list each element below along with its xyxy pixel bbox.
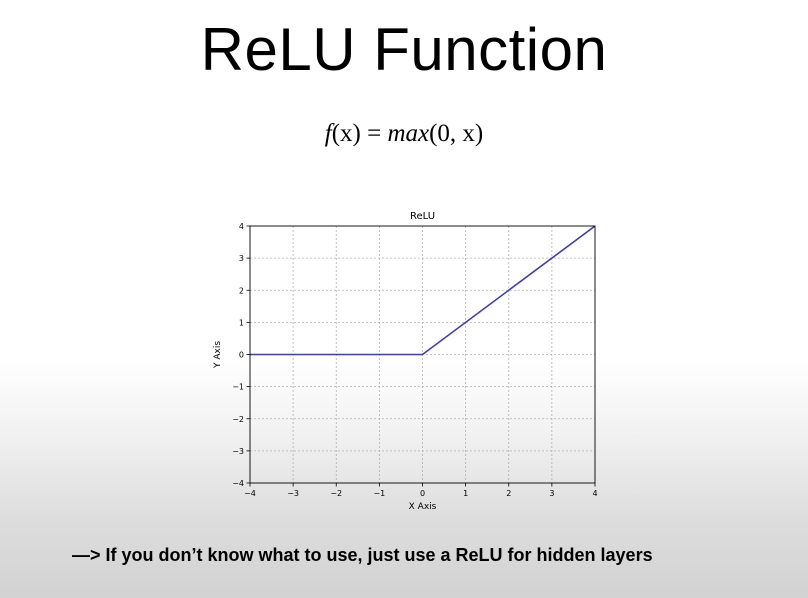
x-tick-label: −3 — [287, 489, 299, 498]
formula-function-name: f — [324, 120, 332, 147]
relu-chart: −4 −3 −2 −1 0 1 2 3 4 −4 −3 −2 −1 0 1 2 3 4 ReLU X Axis Y Ax… — [213, 211, 598, 512]
y-tick-label: −3 — [232, 447, 244, 456]
slide-title: ReLU Function — [200, 16, 608, 83]
x-tick-label: 2 — [506, 489, 511, 498]
x-tick-label: 0 — [420, 489, 425, 498]
y-tick-label: 1 — [239, 318, 244, 327]
x-tick-label: 3 — [549, 489, 554, 498]
y-tick-label: 2 — [239, 286, 244, 295]
formula-argument: (x) = — [331, 120, 388, 147]
y-tick-label: −1 — [232, 383, 244, 392]
y-axis-label: Y Axis — [213, 341, 223, 369]
x-axis-label: X Axis — [409, 502, 437, 512]
y-tick-label: 3 — [239, 254, 244, 263]
x-tick-label: 1 — [463, 489, 468, 498]
relu-formula: f(x) = max(0, x) — [0, 118, 808, 150]
y-tick-label: −4 — [232, 479, 244, 488]
x-tick-label: −2 — [330, 489, 342, 498]
y-tick-label: −2 — [232, 415, 244, 424]
x-tick-label: −1 — [373, 489, 385, 498]
y-tick-label: 4 — [239, 222, 244, 231]
x-tick-label: −4 — [244, 489, 256, 498]
x-tick-label: 4 — [592, 489, 597, 498]
formula-max-args: (0, x) — [429, 120, 484, 147]
relu-series-line — [250, 225, 596, 356]
y-tick-label: 0 — [239, 351, 244, 360]
chart-title: ReLU — [410, 211, 435, 222]
usage-note: —> If you don’t know what to use, just u… — [72, 545, 653, 565]
formula-max: max — [387, 120, 430, 147]
